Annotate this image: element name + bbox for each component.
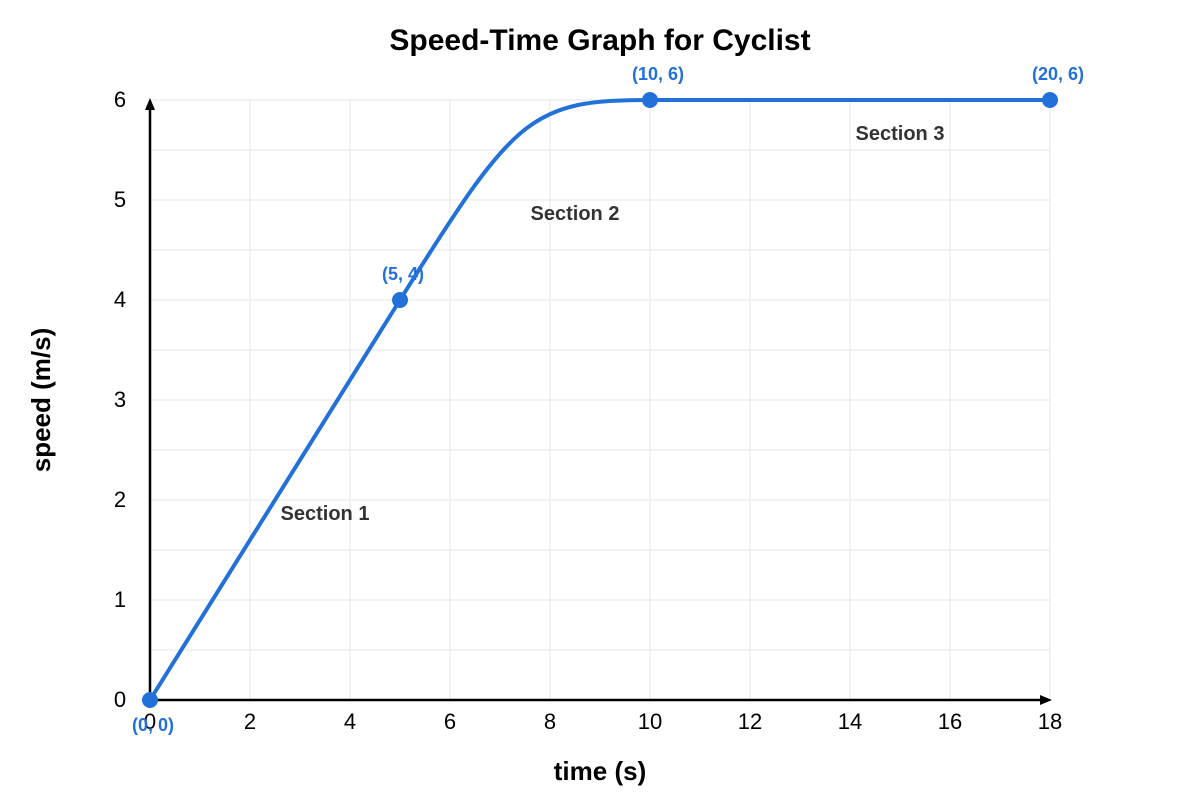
grid: [150, 99, 1051, 700]
section-label: Section 1: [281, 503, 370, 525]
y-tick-label: 0: [114, 687, 126, 712]
x-tick-label: 12: [738, 709, 762, 734]
data-point-label: (20, 6): [1032, 64, 1084, 84]
data-point-label: (5, 4): [382, 264, 424, 284]
data-point-label: (10, 6): [632, 64, 684, 84]
y-tick-label: 3: [114, 387, 126, 412]
y-axis-label: speed (m/s): [26, 328, 56, 473]
x-tick-label: 4: [344, 709, 356, 734]
y-tick-label: 1: [114, 587, 126, 612]
data-point: [392, 292, 408, 308]
y-tick-label: 6: [114, 87, 126, 112]
x-axis-arrow-icon: [1040, 695, 1052, 705]
series-line: [148, 98, 1052, 702]
section-label: Section 2: [531, 203, 620, 225]
data-point: [1042, 92, 1058, 108]
x-tick-label: 6: [444, 709, 456, 734]
axes: [145, 98, 1052, 705]
data-point: [142, 692, 158, 708]
x-tick-label: 0: [144, 709, 156, 734]
x-tick-label: 14: [838, 709, 862, 734]
x-tick-label: 10: [638, 709, 662, 734]
x-tick-label: 16: [938, 709, 962, 734]
y-tick-label: 5: [114, 187, 126, 212]
section-label: Section 3: [856, 123, 945, 145]
x-axis-label: time (s): [554, 756, 646, 786]
section-annotations: Section 1 Section 2 Section 3: [281, 123, 945, 525]
data-point-label: (0, 0): [132, 715, 174, 735]
data-points: (0, 0) (5, 4) (10, 6) (20, 6): [132, 64, 1084, 735]
y-axis-arrow-icon: [145, 98, 155, 110]
chart-title: Speed-Time Graph for Cyclist: [389, 24, 810, 57]
data-point: [642, 92, 658, 108]
y-tick-label: 2: [114, 487, 126, 512]
x-tick-label: 8: [544, 709, 556, 734]
x-tick-label: 2: [244, 709, 256, 734]
x-tick-label: 18: [1038, 709, 1062, 734]
y-tick-label: 4: [114, 287, 126, 312]
